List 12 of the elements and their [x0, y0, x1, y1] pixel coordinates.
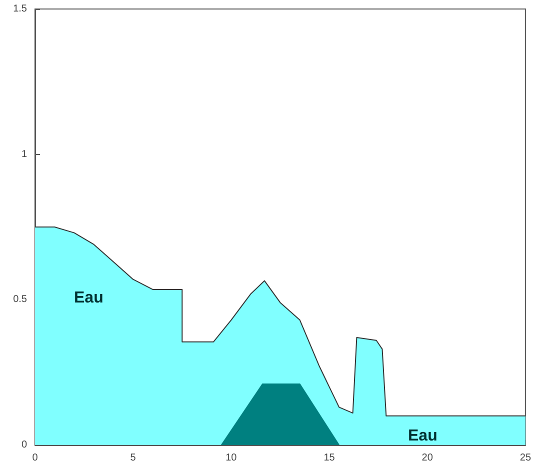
- y-tick-label: 1: [21, 148, 28, 160]
- x-tick-label: 5: [130, 452, 136, 464]
- annotation: Eau: [74, 290, 104, 306]
- y-tick-label: 0.5: [13, 294, 28, 306]
- x-tick-label: 0: [32, 452, 38, 464]
- y-tick-label: 0: [21, 440, 28, 450]
- x-tick-label: 20: [422, 452, 434, 464]
- y-tick-label: 1.5: [13, 4, 28, 14]
- x-tick-label: 15: [324, 452, 336, 464]
- x-tick-label: 25: [520, 452, 532, 464]
- annotation: Eau: [408, 428, 438, 444]
- x-tick-label: 10: [226, 452, 238, 464]
